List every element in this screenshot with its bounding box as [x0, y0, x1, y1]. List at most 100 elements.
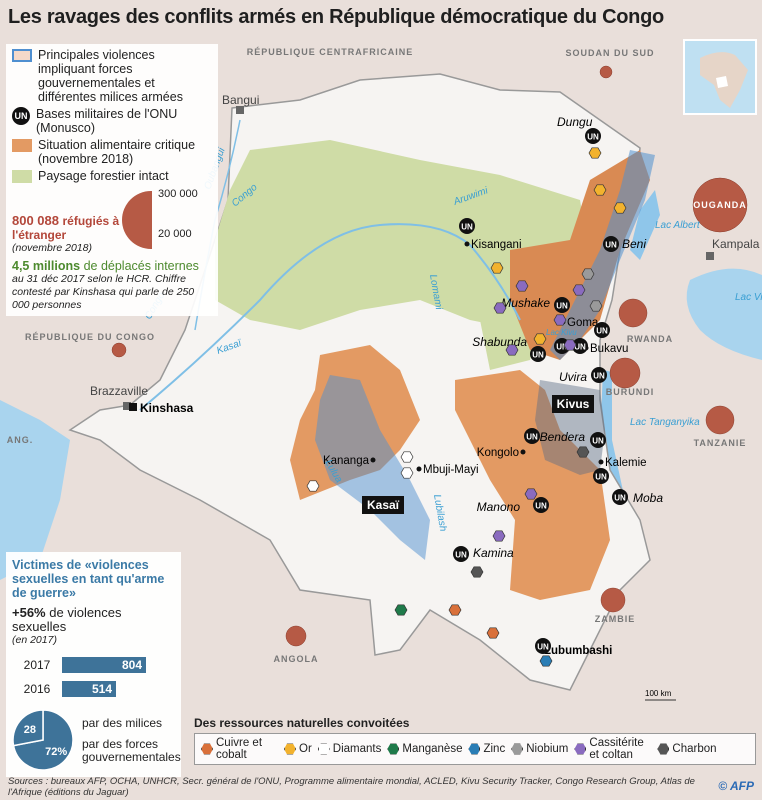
resource-legend-item: Zinc [468, 743, 505, 755]
un-base-glyph: UN [556, 302, 568, 311]
resource-legend-item: Manganèse [387, 743, 462, 755]
bar-year: 2016 [23, 682, 51, 696]
un-base-icon [593, 468, 609, 484]
city-label: Mbuji-Mayi [423, 464, 479, 476]
country-label: BURUNDI [606, 387, 655, 397]
resource-marker [553, 314, 567, 326]
displaced-number: 4,5 millions [12, 259, 81, 273]
city-label: Kalemie [605, 457, 647, 469]
un-base-glyph: UN [537, 643, 549, 652]
bar: 804 [62, 657, 146, 673]
scale-bar-label: 100 km [645, 689, 672, 698]
refugee-scale-circle [122, 191, 152, 249]
water-label: Lac Kivu [546, 328, 577, 337]
pie-label-government: par des forces gouvernementales [82, 736, 181, 764]
bar: 514 [62, 681, 116, 697]
bar-year: 2017 [23, 658, 51, 672]
un-base-glyph: UN [595, 473, 607, 482]
legend-food: Situation alimentaire critique (novembre… [38, 138, 196, 166]
lake-tanganyika [600, 370, 640, 565]
food-swatch [12, 139, 32, 152]
afp-credit: © AFP [718, 779, 754, 793]
food-crisis-area [510, 150, 650, 360]
water-label: Lac Albert [655, 220, 701, 231]
refugee-circle [609, 357, 641, 389]
un-site-label: Beni [622, 237, 646, 251]
bar-row: 2017 804 [12, 657, 175, 673]
city-label: Bukavu [590, 343, 628, 355]
lake-albert [630, 190, 660, 260]
refugees-date: (novembre 2018) [12, 242, 92, 254]
un-base-icon [585, 128, 601, 144]
capital-label: Bangui [222, 93, 259, 107]
un-base-icon [572, 338, 588, 354]
resource-marker [306, 480, 320, 492]
un-site-label: Uvira [559, 370, 587, 384]
resource-hex-icon [284, 743, 296, 755]
legend-un-bases: Bases militaires de l'ONU (Monusco) [36, 107, 178, 135]
resource-hex-icon [468, 743, 481, 755]
un-site-label: Bendera [540, 430, 586, 444]
violence-swatch [12, 49, 32, 62]
resource-hex-icon [657, 743, 670, 755]
resource-label: Cuivre et cobalt [216, 737, 263, 761]
violence-zone-east [550, 150, 655, 360]
water-label: Lac Tanganyika [630, 417, 700, 428]
resource-label: Manganèse [402, 743, 463, 755]
city-label: Kananga [323, 455, 370, 467]
un-base-glyph: UN [596, 327, 608, 336]
increase-label: de violences sexuelles [12, 605, 122, 634]
resource-hex-icon [201, 743, 213, 755]
resource-marker [613, 202, 627, 214]
resource-legend-item: Cuivre et cobalt [201, 737, 278, 761]
un-site-label: Mushake [501, 296, 550, 310]
pie-label-militias: par des milices [82, 715, 163, 730]
city-label: Kisangani [471, 239, 522, 251]
resource-legend-item: Niobium [511, 743, 568, 755]
refugees-label: réfugiés à l'étranger [12, 214, 120, 242]
resource-marker [400, 467, 414, 479]
city-dot [520, 449, 526, 455]
resource-legend-item: Cassitérite et coltan [574, 737, 651, 761]
country-label: RÉPUBLIQUE CENTRAFRICAINE [247, 47, 414, 57]
un-base-glyph: UN [605, 241, 617, 250]
refugee-circle [618, 298, 648, 328]
city-dot [598, 459, 604, 465]
region-label: Kasaï [367, 498, 400, 512]
country-label: ZAMBIE [595, 614, 636, 624]
un-base-glyph: UN [535, 502, 547, 511]
africa-locator-inset [683, 39, 757, 115]
un-base-icon [533, 497, 549, 513]
region-tag [362, 496, 404, 514]
resource-marker [515, 280, 529, 292]
sexual-violence-panel: Victimes de «violences sexuelles en tant… [6, 552, 181, 777]
period: (en 2017) [12, 634, 57, 646]
lake-victoria [686, 268, 762, 360]
un-site-label: Dungu [557, 115, 593, 129]
country-label: RÉPUBLIQUE DU CONGO [25, 332, 155, 342]
pie-value: 28 [24, 724, 36, 736]
resource-label: Cassitérite et coltan [589, 737, 644, 761]
water-label: Lac Victoria [735, 292, 762, 303]
city-label: Lubumbashi [544, 645, 612, 657]
resource-label: Diamants [332, 743, 382, 755]
resource-marker [486, 627, 500, 639]
capital-marker [236, 106, 244, 114]
map-legend: Principales violences impliquant forces … [6, 44, 218, 316]
refugee-circle [692, 177, 748, 233]
un-base-glyph: UN [592, 437, 604, 446]
bar-row: 2016 514 [12, 681, 175, 697]
un-base-icon: UN [12, 107, 30, 125]
un-base-icon [530, 346, 546, 362]
un-base-glyph: UN [614, 494, 626, 503]
resource-marker [448, 604, 462, 616]
un-site-label: Shabunda [472, 335, 527, 349]
country-label: SOUDAN DU SUD [565, 48, 654, 58]
resource-hex-icon [574, 743, 587, 755]
un-base-icon [590, 432, 606, 448]
country-label: TANZANIE [694, 438, 747, 448]
resources-title: Des ressources naturelles convoitées [194, 716, 410, 730]
increase-value: +56% [12, 605, 46, 620]
perpetrator-pie: 72% 28 [12, 709, 74, 771]
resource-marker [524, 488, 538, 500]
